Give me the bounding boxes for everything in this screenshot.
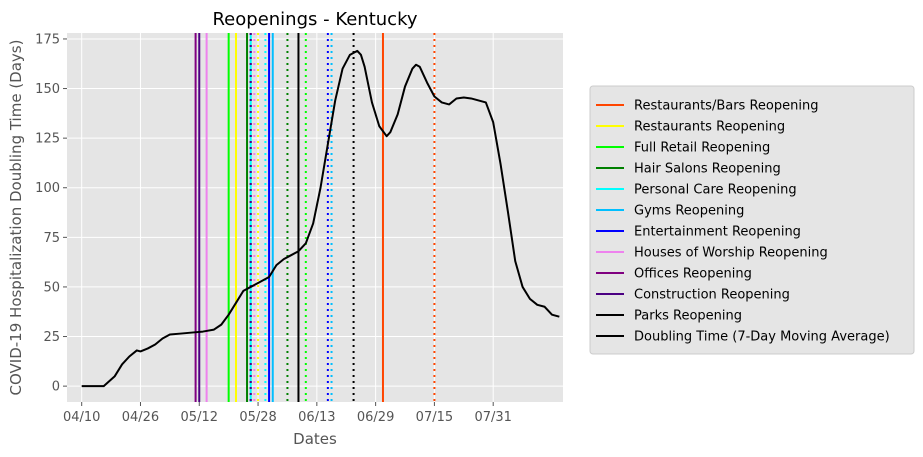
y-tick-label: 50 [43, 280, 60, 295]
y-tick-label: 150 [35, 82, 60, 97]
doubling-time-line [81, 49, 560, 388]
chart-title: Reopenings - Kentucky [212, 9, 417, 30]
y-tick-label: 125 [35, 132, 60, 147]
x-tick-label: 05/12 [181, 410, 218, 425]
legend-label: Entertainment Reopening [634, 225, 801, 240]
x-tick-label: 05/28 [239, 410, 276, 425]
y-tick-label: 0 [52, 380, 60, 395]
legend-label: Personal Care Reopening [634, 183, 797, 198]
y-tick-label: 175 [35, 32, 60, 47]
y-axis-ticks: 0 25 50 75 100 125 150 175 [35, 32, 67, 395]
x-axis-ticks: 04/10 04/26 05/12 05/28 06/13 06/29 07/15 07/31 [63, 402, 512, 425]
x-tick-label: 07/31 [474, 410, 511, 425]
legend-label: Restaurants Reopening [634, 120, 785, 135]
legend-label: Gyms Reopening [634, 204, 744, 219]
y-tick-label: 100 [35, 181, 60, 196]
data-series [81, 49, 560, 388]
y-tick-label: 25 [43, 330, 60, 345]
x-tick-label: 07/15 [416, 410, 453, 425]
legend-label: Hair Salons Reopening [634, 162, 781, 177]
legend-label: Houses of Worship Reopening [634, 246, 828, 261]
x-axis-label: Dates [293, 430, 337, 448]
x-tick-label: 04/10 [63, 410, 100, 425]
y-tick-label: 75 [43, 231, 60, 246]
legend-label: Offices Reopening [634, 267, 752, 282]
x-tick-label: 06/29 [357, 410, 394, 425]
legend-label: Parks Reopening [634, 309, 742, 324]
y-axis-label: COVID-19 Hospitalization Doubling Time (… [7, 40, 25, 396]
legend-label: Full Retail Reopening [634, 141, 770, 156]
x-tick-label: 06/13 [298, 410, 335, 425]
legend-label: Doubling Time (7-Day Moving Average) [634, 330, 890, 345]
legend-label: Restaurants/Bars Reopening [634, 99, 818, 114]
legend-label: Construction Reopening [634, 288, 790, 303]
legend-box [589, 85, 915, 355]
legend: Restaurants/Bars Reopening Restaurants Re… [589, 85, 915, 355]
x-tick-label: 04/26 [122, 410, 159, 425]
